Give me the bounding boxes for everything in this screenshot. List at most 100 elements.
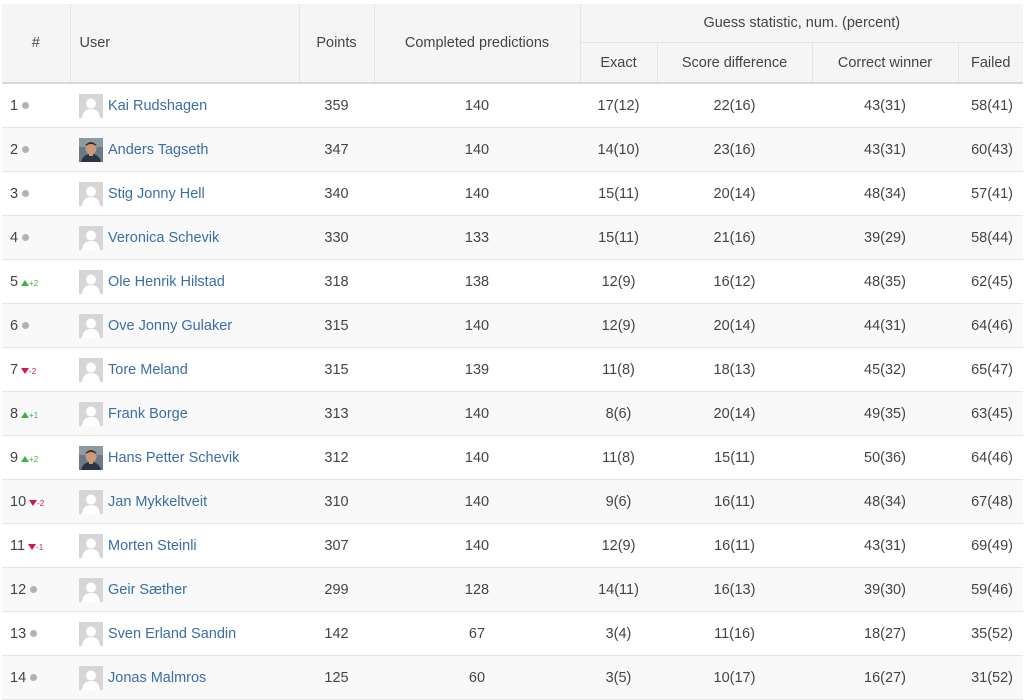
correct-winner-cell: 39(30) [812,567,958,612]
user-cell: Stig Jonny Hell [70,171,299,216]
points-cell: 125 [299,655,374,700]
failed-cell: 58(41) [958,83,1023,128]
points-cell: 142 [299,611,374,656]
user-name-link[interactable]: Jonas Malmros [108,669,207,686]
failed-cell: 59(46) [958,567,1023,612]
header-failed[interactable]: Failed [957,42,1023,84]
default-avatar-icon[interactable] [79,665,103,690]
user-name-link[interactable]: Kai Rudshagen [108,97,208,114]
rank-cell: 2 [2,127,70,172]
rank-down-indicator: -2 [29,499,44,508]
score-difference-cell: 22(16) [657,83,812,128]
rank-change-value: +1 [29,410,39,420]
user-name-link[interactable]: Jan Mykkeltveit [108,493,208,510]
unchanged-dot-icon [22,189,30,197]
failed-cell: 69(49) [958,523,1023,568]
table-row: 11 -1 Morten Steinli 307 140 12(9) 16(11) 43(31… [2,523,1023,568]
user-cell: Tore Meland [70,347,299,392]
exact-cell: 17(12) [580,83,657,128]
default-avatar-icon[interactable] [79,357,103,382]
exact-cell: 11(8) [580,435,657,480]
correct-winner-cell: 48(35) [812,259,958,304]
arrow-down-icon [28,543,37,550]
user-name-link[interactable]: Anders Tagseth [108,141,209,158]
points-cell: 299 [299,567,374,612]
completed-predictions-cell: 140 [374,523,580,568]
completed-predictions-cell: 138 [374,259,580,304]
user-cell: Ole Henrik Hilstad [70,259,299,304]
default-avatar-icon[interactable] [79,401,103,426]
user-name-link[interactable]: Ove Jonny Gulaker [108,317,233,334]
completed-predictions-cell: 60 [374,655,580,700]
points-cell: 347 [299,127,374,172]
header-correct-winner[interactable]: Correct winner [811,42,958,84]
exact-cell: 3(5) [580,655,657,700]
default-avatar-icon[interactable] [79,577,103,602]
user-name-link[interactable]: Stig Jonny Hell [108,185,205,202]
header-completed-predictions[interactable]: Completed predictions [373,4,580,84]
rank-number: 7 [10,361,19,378]
failed-cell: 31(52) [958,655,1023,700]
header-points[interactable]: Points [298,4,374,84]
rank-cell: 4 [2,215,70,260]
completed-predictions-cell: 140 [374,435,580,480]
rank-cell: 9 +2 [2,435,70,480]
exact-cell: 9(6) [580,479,657,524]
rank-down-indicator: -2 [21,367,36,376]
default-avatar-icon[interactable] [79,621,103,646]
user-name-link[interactable]: Ole Henrik Hilstad [108,273,225,290]
user-name-link[interactable]: Tore Meland [108,361,188,378]
user-name-link[interactable]: Veronica Schevik [108,229,220,246]
user-photo-avatar[interactable] [79,137,103,162]
score-difference-cell: 16(12) [657,259,812,304]
failed-cell: 63(45) [958,391,1023,436]
rank-cell: 14 [2,655,70,700]
correct-winner-cell: 48(34) [812,479,958,524]
user-cell: Geir Sæther [70,567,299,612]
correct-winner-cell: 50(36) [812,435,958,480]
completed-predictions-cell: 140 [374,171,580,216]
default-avatar-icon[interactable] [79,489,103,514]
default-avatar-icon[interactable] [79,533,103,558]
user-name-link[interactable]: Hans Petter Schevik [108,449,240,466]
user-cell: Kai Rudshagen [70,83,299,128]
header-score-difference[interactable]: Score difference [656,42,812,84]
default-avatar-icon[interactable] [79,225,103,250]
default-avatar-icon[interactable] [79,269,103,294]
rank-number: 2 [10,141,19,158]
unchanged-dot-icon [30,673,38,681]
table-row: 8 +1 Frank Borge 313 140 8(6) 20(14) 49(35) 63(4… [2,391,1023,436]
default-avatar-icon[interactable] [79,313,103,338]
user-name-link[interactable]: Sven Erland Sandin [108,625,237,642]
table-header: # User Points Completed predictions Gues… [2,4,1023,84]
rank-cell: 1 [2,83,70,128]
user-name-link[interactable]: Geir Sæther [108,581,187,598]
completed-predictions-cell: 128 [374,567,580,612]
default-avatar-icon[interactable] [79,181,103,206]
failed-cell: 35(52) [958,611,1023,656]
rank-number: 13 [10,625,27,642]
score-difference-cell: 23(16) [657,127,812,172]
header-user[interactable]: User [69,4,299,84]
arrow-up-icon [21,411,30,418]
user-photo-avatar[interactable] [79,445,103,470]
header-exact[interactable]: Exact [579,42,657,84]
user-name-link[interactable]: Frank Borge [108,405,188,422]
user-name-link[interactable]: Morten Steinli [108,537,197,554]
rank-cell: 5 +2 [2,259,70,304]
user-cell: Jan Mykkeltveit [70,479,299,524]
rank-cell: 7 -2 [2,347,70,392]
points-cell: 307 [299,523,374,568]
correct-winner-cell: 48(34) [812,171,958,216]
header-guess-statistic: Guess statistic, num. (percent) [579,4,1023,43]
table-row: 13 Sven Erland Sandin 142 67 3(4) 11(16) 18(27… [2,611,1023,656]
table-row: 9 +2 Hans Petter Schevik 312 140 11(8) 15(11) 5… [2,435,1023,480]
table-row: 1 Kai Rudshagen 359 140 17(12) 22(16) 43(31) 58… [2,83,1023,128]
failed-cell: 58(44) [958,215,1023,260]
score-difference-cell: 16(13) [657,567,812,612]
exact-cell: 12(9) [580,303,657,348]
unchanged-dot-icon [22,145,30,153]
header-rank[interactable]: # [2,4,70,84]
default-avatar-icon[interactable] [79,93,103,118]
failed-cell: 60(43) [958,127,1023,172]
